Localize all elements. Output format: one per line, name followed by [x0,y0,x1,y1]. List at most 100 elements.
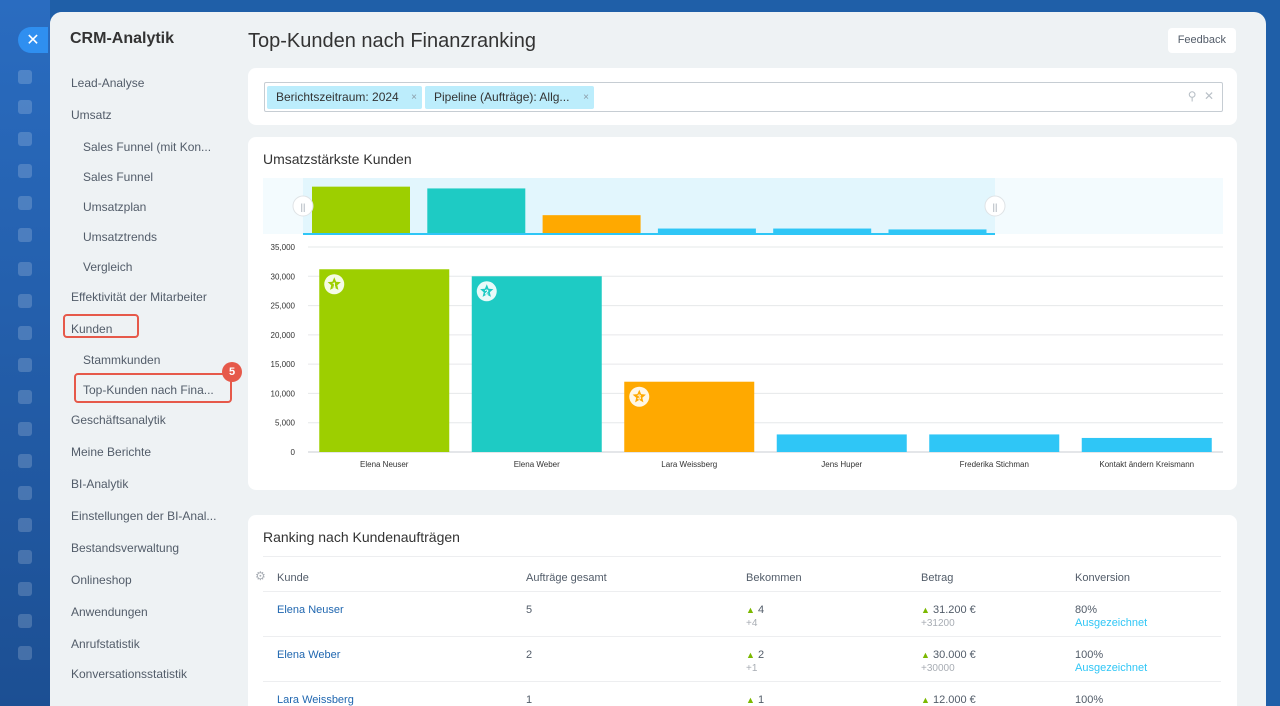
y-tick-label: 0 [291,448,296,457]
arrow-up-icon: ▲ [746,605,755,615]
sidebar-item[interactable]: Meine Berichte [71,445,152,459]
orders-total: 5 [526,604,533,616]
customer-link[interactable]: Elena Weber [277,649,341,661]
handle-grip-icon: || [301,202,306,212]
orders-total: 2 [526,649,533,661]
chart-card: Umsatzstärkste Kunden || || 0 5,000 10,000 15… [248,137,1237,490]
column-header-konversion[interactable]: Konversion [1075,572,1131,584]
filter-search-box[interactable]: Berichtszeitraum: 2024 × Pipeline (Auftr… [264,82,1223,112]
rank-star-icon [632,389,646,403]
sidebar-item[interactable]: Onlineshop [71,573,132,587]
y-tick-label: 25,000 [271,302,296,311]
chip-close-icon[interactable]: × [583,92,589,103]
step-badge: 5 [222,362,242,382]
highlight-top-kunden [74,373,232,403]
navigator-bar [312,186,410,233]
bar-chart: || || 0 5,000 10,000 15,000 20,000 25,000 30,000… [263,178,1223,469]
y-tick-label: 15,000 [271,360,296,369]
sidebar-title: CRM-Analytik [70,30,175,47]
customer-link[interactable]: Elena Neuser [277,604,344,616]
sidebar-item[interactable]: Konversationsstatistik [71,667,188,681]
y-tick-label: 20,000 [271,331,296,340]
customer-link[interactable]: Lara Weissberg [277,694,354,706]
navigator-handle [984,195,1006,217]
orders-won: ▲ 1 [746,694,765,706]
column-header-kunde[interactable]: Kunde [277,572,309,584]
rank-star-icon [327,277,341,290]
sidebar-item[interactable]: Umsatz [71,108,112,122]
gear-icon[interactable]: ⚙ [255,569,266,583]
bar [776,434,907,452]
feedback-button[interactable]: Feedback [1167,28,1236,53]
x-tick-label: Elena Weber [514,460,560,469]
navigator-bar [657,228,756,233]
bar [471,276,602,452]
sidebar-item[interactable]: Einstellungen der BI-Anal... [71,509,217,523]
y-tick-label: 35,000 [271,243,296,252]
sidebar-item[interactable]: Bestandsverwaltung [71,541,180,555]
sidebar-item[interactable]: Umsatztrends [83,230,158,244]
filter-chip-period[interactable]: Berichtszeitraum: 2024 × [267,86,422,109]
navigator-bar [427,188,526,233]
navigator-handle [292,195,314,217]
conversion: 80% Ausgezeichnet [1075,604,1148,629]
slider-panel: CRM-Analytik Lead-Analyse Umsatz Sales Fun… [50,12,1266,706]
rank-number: 3 [637,395,641,402]
amount: ▲ 31.200 € +31200 [921,604,976,629]
status-badge: Ausgezeichnet [1075,617,1148,629]
chip-label: Pipeline (Aufträge): Allg... [434,90,570,104]
handle-grip-icon: || [993,202,998,212]
x-tick-label: Kontakt ändern Kreismann [1099,460,1194,469]
filter-card: Berichtszeitraum: 2024 × Pipeline (Auftr… [248,68,1237,125]
column-header-bekommen[interactable]: Bekommen [746,572,802,584]
chip-label: Berichtszeitraum: 2024 [276,90,399,104]
rank-number: 1 [332,282,336,289]
y-tick-label: 5,000 [275,419,296,428]
sidebar-item[interactable]: Lead-Analyse [71,76,145,90]
sidebar-item[interactable]: Anwendungen [71,605,148,619]
x-tick-label: Frederika Stichman [960,460,1029,469]
x-tick-label: Jens Huper [821,460,862,469]
arrow-up-icon: ▲ [921,650,930,660]
conversion: 100% [1075,694,1104,706]
navigator-bar [542,215,641,233]
bar [929,434,1060,452]
conversion: 100% Ausgezeichnet [1075,649,1148,674]
sidebar-item[interactable]: Sales Funnel (mit Kon... [83,140,212,154]
sidebar-item[interactable]: Top-Kunden nach Fina... [83,383,214,397]
filter-chip-pipeline[interactable]: Pipeline (Aufträge): Allg... × [425,86,594,109]
x-tick-label: Lara Weissberg [661,460,717,469]
sidebar-item[interactable]: Effektivität der Mitarbeiter [71,290,207,304]
arrow-up-icon: ▲ [746,650,755,660]
close-panel-button[interactable]: ✕ [18,27,48,53]
sidebar-item[interactable]: Sales Funnel [83,170,154,184]
bar [1081,437,1212,452]
navigator-selection [303,178,995,234]
sidebar: CRM-Analytik Lead-Analyse Umsatz Sales Fun… [50,12,242,706]
rank-number: 2 [485,289,489,296]
orders-won: ▲ 2 +1 [746,649,765,674]
orders-total: 1 [526,694,533,706]
filter-actions: ⚲ ✕ [1188,89,1214,103]
rank-star-icon [480,284,494,297]
sidebar-item[interactable]: Umsatzplan [83,200,147,214]
chip-close-icon[interactable]: × [411,92,417,103]
clear-icon[interactable]: ✕ [1203,89,1214,103]
column-header-betrag[interactable]: Betrag [921,572,954,584]
column-header-auftraege[interactable]: Aufträge gesamt [526,572,607,584]
bar [319,269,450,452]
arrow-up-icon: ▲ [746,695,755,705]
navigator-bar [773,228,872,233]
sidebar-item[interactable]: Geschäftsanalytik [71,413,166,427]
sidebar-item[interactable]: Stammkunden [83,353,161,367]
sidebar-item[interactable]: Vergleich [83,260,133,274]
orders-won: ▲ 4 +4 [746,604,765,629]
search-icon[interactable]: ⚲ [1187,89,1197,103]
arrow-up-icon: ▲ [921,695,930,705]
sidebar-item[interactable]: Anrufstatistik [71,637,140,651]
sidebar-item[interactable]: BI-Analytik [71,477,129,491]
background-app-strip [0,0,50,706]
close-icon: ✕ [26,32,40,49]
navigator-bar [888,229,987,233]
sidebar-item[interactable]: Kunden [71,322,113,336]
